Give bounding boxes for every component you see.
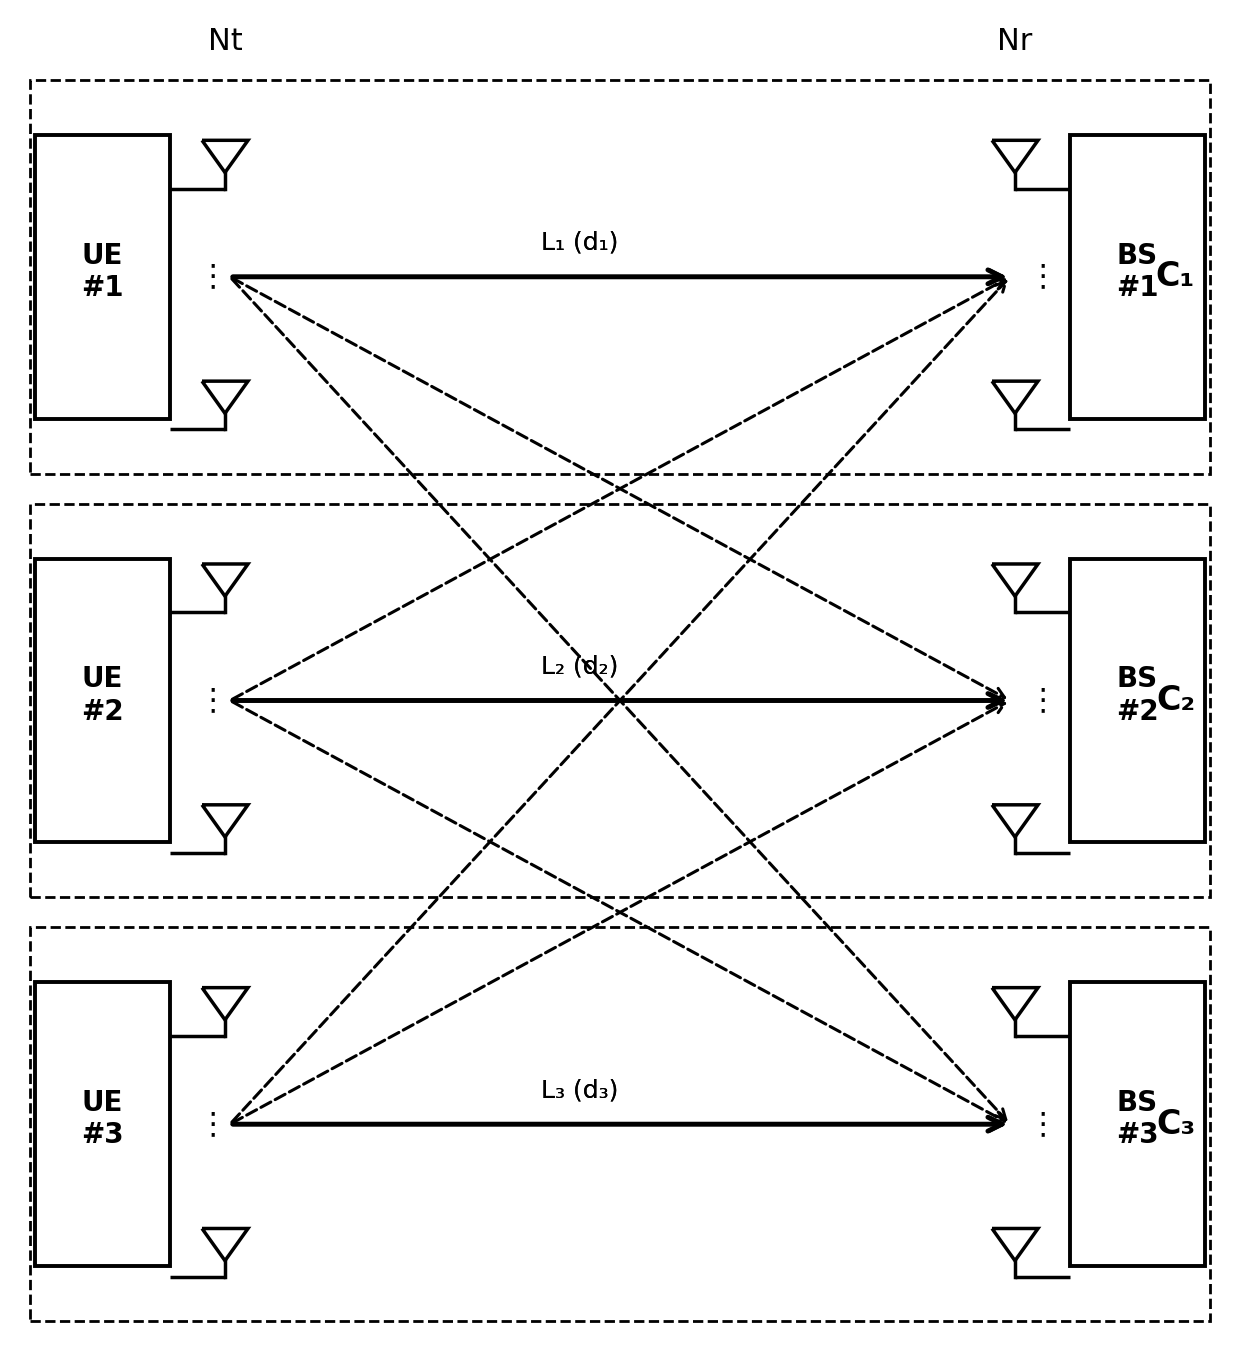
Text: ⋮: ⋮: [197, 686, 228, 715]
Text: ⋮: ⋮: [197, 1109, 228, 1139]
Text: L₂ (d₂): L₂ (d₂): [542, 654, 619, 678]
Text: L₂ (d₂): L₂ (d₂): [542, 654, 619, 678]
Text: BS
#1: BS #1: [1116, 242, 1158, 302]
Bar: [35, 559, 170, 843]
Bar: [35, 983, 170, 1265]
Text: BS
#3: BS #3: [1116, 1089, 1159, 1149]
Bar: [35, 135, 170, 419]
Text: L₃ (d₃): L₃ (d₃): [542, 1078, 619, 1102]
Text: L₁ (d₁): L₁ (d₁): [542, 230, 619, 254]
Text: ⋮: ⋮: [1028, 262, 1058, 291]
Text: Nr: Nr: [997, 27, 1033, 57]
Text: UE
#1: UE #1: [82, 242, 124, 302]
Bar: [30, 927, 1210, 1320]
Bar: [30, 503, 1210, 898]
Text: UE
#2: UE #2: [81, 665, 124, 725]
Text: L₁ (d₁): L₁ (d₁): [542, 230, 619, 254]
Bar: [1070, 135, 1205, 419]
Text: C₃: C₃: [1156, 1108, 1195, 1140]
Text: Nt: Nt: [207, 27, 242, 57]
Text: C₁: C₁: [1156, 260, 1195, 293]
Text: ⋮: ⋮: [1028, 1109, 1058, 1139]
Text: ⋮: ⋮: [197, 262, 228, 291]
Text: BS
#2: BS #2: [1116, 665, 1159, 725]
Text: ⋮: ⋮: [1028, 686, 1058, 715]
Bar: [30, 79, 1210, 474]
Text: UE
#3: UE #3: [81, 1089, 124, 1149]
Text: C₂: C₂: [1156, 684, 1195, 717]
Text: L₃ (d₃): L₃ (d₃): [542, 1078, 619, 1102]
Bar: [1070, 983, 1205, 1265]
Bar: [1070, 559, 1205, 843]
